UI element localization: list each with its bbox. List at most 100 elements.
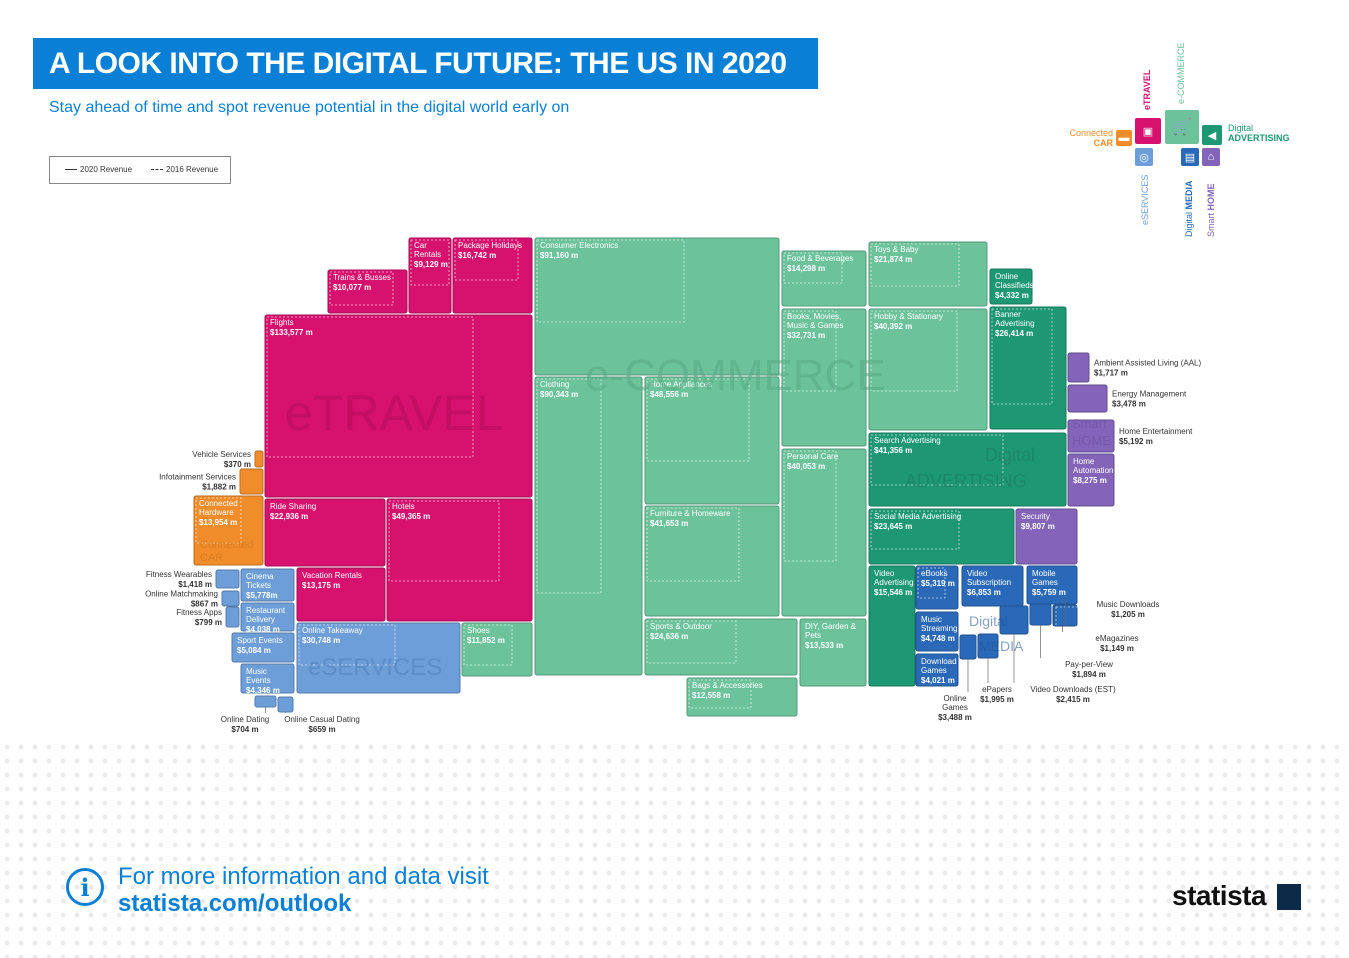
tile-value-online-casual-dating: $659 m	[308, 725, 335, 734]
tile-label-flights: Flights	[270, 318, 294, 327]
tile-value-video-subscription: $6,853 m	[967, 588, 1001, 597]
tile-label-toys-baby: Toys & Baby	[874, 245, 918, 254]
megaphone-icon: ◀	[1202, 125, 1222, 145]
tile-2016-outline-furniture-homeware	[646, 507, 740, 582]
tile-value-trains-busses: $10,077 m	[333, 283, 371, 292]
car-icon: ▬	[1116, 130, 1132, 146]
tile-infotainment-services	[239, 468, 264, 495]
map-label-car-1: Connected	[1069, 128, 1113, 138]
tile-value-video-advertising: $15,546 m	[874, 588, 912, 597]
tile-value-music-events: $4,346 m	[246, 686, 280, 695]
tile-2016-outline-car-rentals	[410, 239, 450, 286]
tile-download-games	[915, 653, 959, 687]
tile-value-sports-outdoor: $24,636 m	[650, 632, 688, 641]
tile-search-advertising	[868, 432, 1067, 507]
tile-fitness-wearables	[215, 569, 240, 589]
tile-label-video-advertising: Advertising	[874, 578, 914, 587]
tile-2016-outline-package-holidays	[454, 239, 519, 281]
tile-2016-outline-shoes	[463, 624, 513, 666]
tile-food-beverages	[781, 250, 867, 307]
tile-ride-sharing	[264, 498, 386, 567]
tile-restaurant-delivery	[240, 602, 295, 632]
tile-label-hobby-stationary: Hobby & Stationary	[874, 312, 943, 321]
tile-value-pay-per-view: $1,894 m	[1072, 670, 1106, 679]
segment-watermark-label: eTRAVEL	[285, 385, 504, 441]
tile-clothing	[534, 376, 643, 676]
tile-online-takeaway	[296, 622, 461, 694]
tile-value-restaurant-delivery: $4,038 m	[246, 625, 280, 634]
legend-label-2016: 2016 Revenue	[166, 165, 219, 174]
tile-label-emagazines: eMagazines	[1095, 634, 1138, 643]
tile-2016-outline-books-movies-music-games	[783, 310, 837, 392]
tile-shoes	[461, 622, 533, 677]
tile-2016-outline-banner-advertising	[991, 308, 1053, 405]
tile-online-games	[959, 634, 977, 660]
tile-video-subscription	[961, 565, 1024, 607]
tile-label-sports-outdoor: Sports & Outdoor	[650, 622, 712, 631]
chart-legend: 2020 Revenue 2016 Revenue	[49, 156, 231, 184]
tile-label-ebooks: eBooks	[921, 569, 948, 578]
tile-2016-outline-personal-care	[783, 450, 837, 562]
tile-online-dating	[254, 695, 277, 708]
tile-2016-outline-flights	[266, 316, 474, 458]
suitcase-icon: ▣	[1135, 118, 1161, 144]
map-label-advertising-2: ADVERTISING	[1228, 133, 1290, 143]
tile-trains-busses	[327, 269, 408, 314]
tile-label-cinema-tickets: Tickets	[246, 581, 271, 590]
tile-furniture-homeware	[644, 505, 780, 617]
tile-value-food-beverages: $14,298 m	[787, 264, 825, 273]
tile-value-emagazines: $1,149 m	[1100, 644, 1134, 653]
tile-2016-outline-sports-outdoor	[646, 620, 737, 664]
tile-value-clothing: $90,343 m	[540, 390, 578, 399]
tile-value-home-entertainment: $5,192 m	[1119, 437, 1153, 446]
segment-watermark-label: CAR	[200, 552, 223, 564]
tile-label-consumer-electronics: Consumer Electronics	[540, 241, 618, 250]
tile-label-security: Security	[1021, 512, 1050, 521]
segment-watermark-label: Connected	[200, 539, 253, 551]
tile-2016-outline-social-media-advertising	[870, 510, 960, 550]
tile-consumer-electronics	[534, 237, 780, 376]
tile-value-books-movies-music-games: $32,731 m	[787, 331, 825, 340]
tile-label-social-media-advertising: Social Media Advertising	[874, 512, 961, 521]
tile-label-restaurant-delivery: Restaurant	[246, 606, 286, 615]
tile-label-home-automation: Home	[1073, 457, 1095, 466]
footer-text: For more information and data visit	[118, 863, 489, 890]
tile-vehicle-services	[254, 450, 264, 468]
outlook-link[interactable]: statista.com/outlook	[118, 890, 352, 917]
tile-connected-hardware	[193, 495, 264, 566]
legend-label-2020: 2020 Revenue	[80, 165, 133, 174]
tile-2016-outline-food-beverages	[783, 252, 843, 284]
tile-online-matchmaking	[221, 590, 240, 607]
tile-label-vehicle-services: Vehicle Services	[192, 450, 251, 459]
tile-value-vacation-rentals: $13,175 m	[302, 581, 340, 590]
tile-value-connected-hardware: $13,954 m	[199, 518, 237, 527]
tile-label-mobile-games: Games	[1032, 578, 1058, 587]
segment-watermark-label: eSERVICES	[308, 654, 442, 681]
tile-2016-outline-search-advertising	[870, 434, 1004, 486]
tile-label-pay-per-view: Pay-per-View	[1065, 660, 1113, 669]
tile-value-download-games: $4,021 m	[921, 676, 955, 685]
tile-value-vehicle-services: $370 m	[224, 460, 251, 469]
tile-label-clothing: Clothing	[540, 380, 569, 389]
tile-label-fitness-wearables: Fitness Wearables	[146, 570, 212, 579]
tile-label-personal-care: Personal Care	[787, 452, 839, 461]
tile-music-streaming	[915, 611, 959, 652]
tile-2016-outline-music-downloads	[1055, 606, 1090, 638]
cart-icon: 🛒	[1165, 110, 1199, 144]
tile-value-home-appliances: $48,556 m	[650, 390, 688, 399]
tile-label-video-subscription: Subscription	[967, 578, 1011, 587]
tile-flights	[264, 314, 533, 498]
tile-value-energy-management: $3,478 m	[1112, 400, 1146, 409]
tile-vacation-rentals	[296, 567, 386, 622]
tile-value-banner-advertising: $26,414 m	[995, 329, 1033, 338]
tile-label-epapers: ePapers	[982, 685, 1012, 694]
tile-package-holidays	[452, 237, 533, 314]
tile-label-video-advertising: Video	[874, 569, 895, 578]
tile-label-vacation-rentals: Vacation Rentals	[302, 571, 362, 580]
tile-label-online-games: Online	[943, 694, 967, 703]
tile-ebooks	[915, 565, 959, 610]
tile-label-cinema-tickets: Cinema	[246, 572, 274, 581]
tile-value-online-classifieds: $4,332 m	[995, 291, 1029, 300]
tile-label-infotainment-services: Infotainment Services	[159, 473, 236, 482]
tile-value-package-holidays: $16,742 m	[458, 251, 496, 260]
